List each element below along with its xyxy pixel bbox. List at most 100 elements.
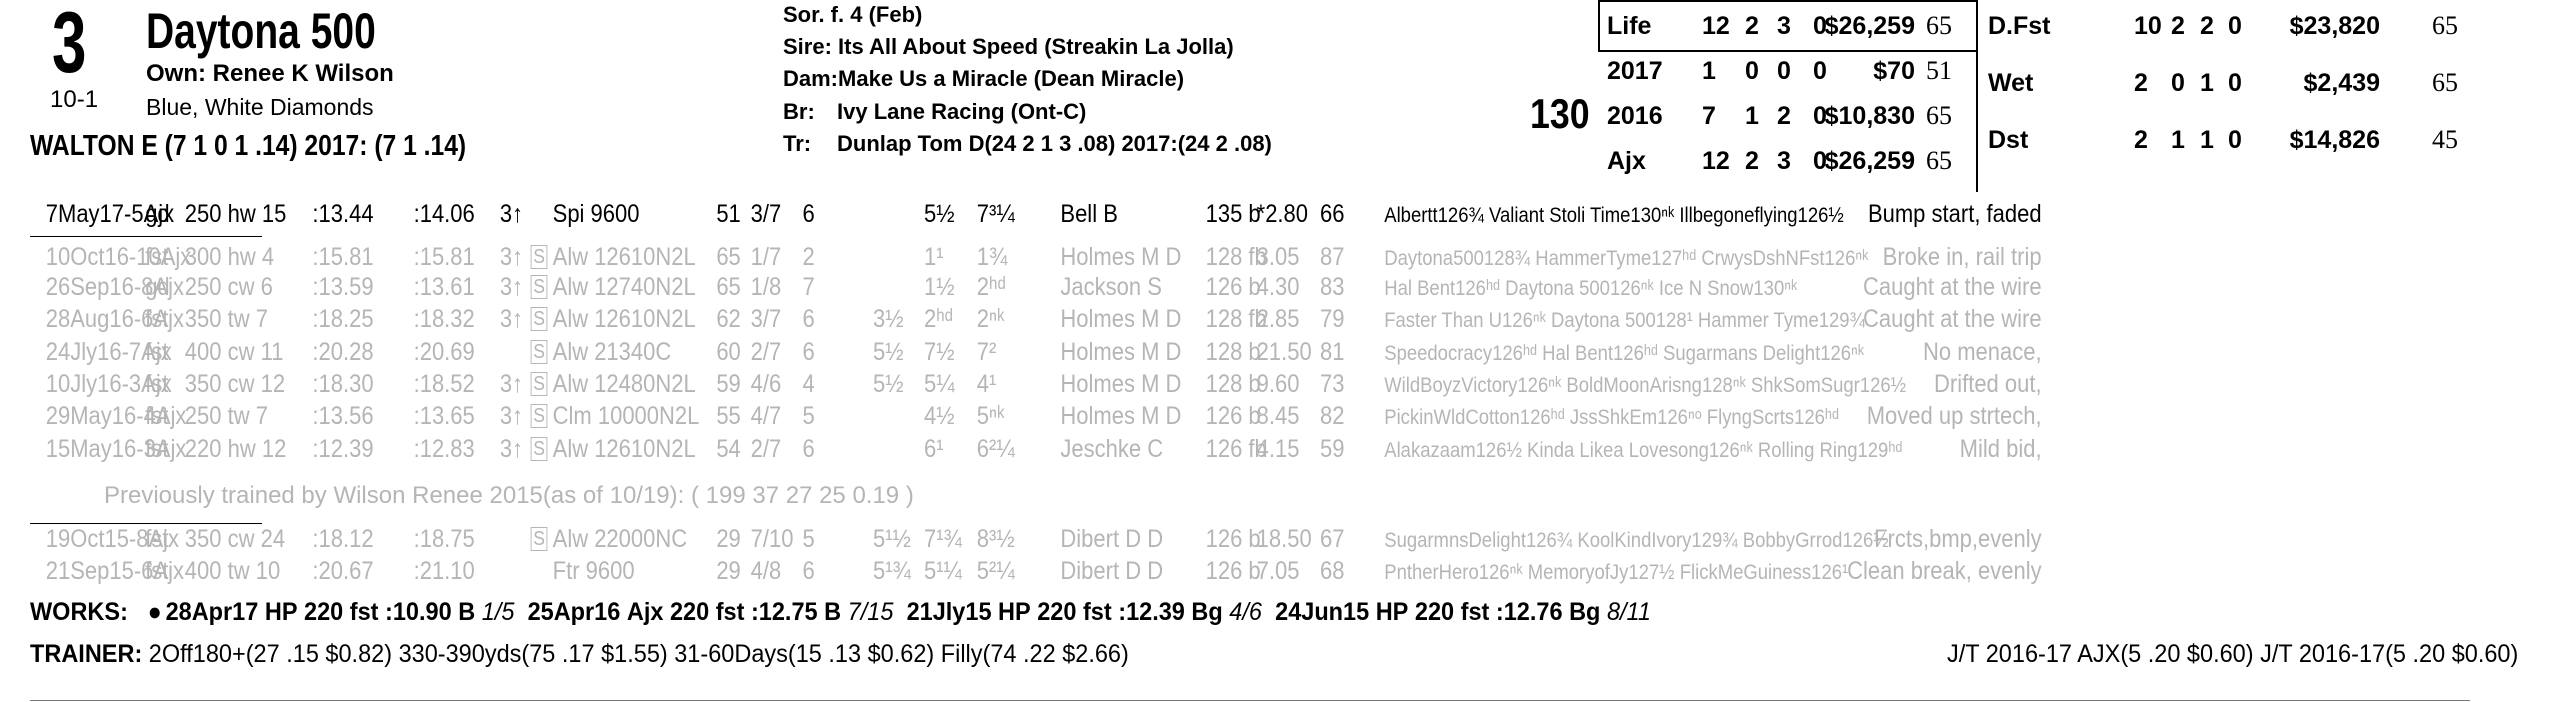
split-time: :20.67 bbox=[312, 557, 374, 585]
prime-power: 130 bbox=[1530, 90, 1590, 137]
race-date: 28Aug16-6Ajx bbox=[45, 305, 184, 333]
call-2: 1½ bbox=[924, 273, 955, 301]
post-field: 4/8 bbox=[750, 557, 782, 585]
race-type: Alw 22000NC bbox=[552, 525, 688, 553]
breeder-label: Br: bbox=[783, 99, 815, 124]
weight: 126 b bbox=[1205, 557, 1261, 585]
work-date: 25Apr16 bbox=[527, 598, 621, 626]
speed-rating: 59 bbox=[1320, 435, 1345, 463]
race-date: 21Sep15-6Ajx bbox=[45, 557, 184, 585]
state-bred-badge: S bbox=[530, 372, 548, 396]
final-time: :20.69 bbox=[413, 338, 475, 366]
track-condition: fst bbox=[145, 243, 169, 271]
work-track: HP bbox=[1375, 598, 1409, 626]
race-jockey: Holmes M D bbox=[1060, 243, 1182, 271]
race-jockey: Holmes M D bbox=[1060, 305, 1182, 333]
age-restriction: 3↑ bbox=[499, 435, 524, 463]
speed-rating: 73 bbox=[1320, 370, 1345, 398]
state-bred-badge: S bbox=[530, 307, 548, 331]
speed-rating: 67 bbox=[1320, 525, 1345, 553]
call-1: 5¹½ bbox=[872, 525, 911, 553]
trainer-stats: TRAINER: 2Off180+(27 .15 $0.82) 330-390y… bbox=[30, 640, 1129, 669]
weight: 126 b bbox=[1205, 402, 1261, 430]
record-label: 2016 bbox=[1607, 102, 1663, 130]
morning-line-odds: 10-1 bbox=[50, 86, 99, 113]
record-s: 0 bbox=[1813, 102, 1827, 130]
record-w: 2 bbox=[1745, 147, 1759, 175]
split-time: :18.12 bbox=[312, 525, 374, 553]
work-distance: 220 fst bbox=[1037, 598, 1112, 626]
record-starts: 7 bbox=[1702, 102, 1716, 130]
race-odds: 21.50 bbox=[1256, 338, 1312, 366]
start-call: 5 bbox=[802, 402, 815, 430]
finish: 5²¼ bbox=[976, 557, 1015, 585]
distance: 350 cw 24 bbox=[184, 525, 286, 553]
speed-rating: 68 bbox=[1320, 557, 1345, 585]
post-field: 3/7 bbox=[750, 200, 782, 228]
speed-fig: 60 bbox=[716, 338, 741, 366]
race-date: 15May16-3Ajx bbox=[45, 435, 187, 463]
speed-fig: 29 bbox=[716, 525, 741, 553]
track-condition: gd bbox=[145, 200, 170, 228]
speed-fig: 54 bbox=[716, 435, 741, 463]
race-jockey: Dibert D D bbox=[1060, 557, 1164, 585]
call-2: 6¹ bbox=[924, 435, 944, 463]
record-fig: 65 bbox=[1926, 11, 1952, 40]
record-fig: 65 bbox=[1926, 146, 1952, 175]
weight: 126 fb bbox=[1205, 435, 1267, 463]
record-earnings: $14,826 bbox=[2289, 126, 2380, 154]
race-jockey: Holmes M D bbox=[1060, 402, 1182, 430]
start-call: 6 bbox=[802, 435, 815, 463]
record-earnings: $2,439 bbox=[2303, 69, 2380, 97]
track-condition: fst bbox=[145, 402, 169, 430]
race-odds: 4.30 bbox=[1256, 273, 1300, 301]
race-odds: 7.05 bbox=[1256, 557, 1300, 585]
race-date: 10Jly16-3Ajx bbox=[45, 370, 172, 398]
silks: Blue, White Diamonds bbox=[146, 94, 374, 120]
age-restriction: 3↑ bbox=[499, 305, 524, 333]
speed-rating: 66 bbox=[1320, 200, 1345, 228]
race-jockey: Dibert D D bbox=[1060, 525, 1164, 553]
bottom-rule bbox=[30, 700, 2470, 701]
state-bred-badge: S bbox=[530, 245, 548, 269]
split-time: :18.25 bbox=[312, 305, 374, 333]
race-type: Alw 21340C bbox=[552, 338, 672, 366]
race-odds: 8.45 bbox=[1256, 402, 1300, 430]
finish: 7³¼ bbox=[976, 200, 1015, 228]
call-1: 3½ bbox=[872, 305, 904, 333]
work-grade: B bbox=[824, 598, 842, 626]
distance: 350 cw 12 bbox=[184, 370, 286, 398]
race-comment: Frcts,bmp,evenly bbox=[1874, 525, 2042, 553]
race-type: Clm 10000N2L bbox=[552, 402, 700, 430]
record-w: 0 bbox=[1745, 57, 1759, 85]
speed-fig: 65 bbox=[716, 273, 741, 301]
track-condition: fst bbox=[145, 435, 169, 463]
sire-label: Sire: bbox=[783, 34, 832, 59]
distance: 400 tw 10 bbox=[184, 557, 281, 585]
record-label: Life bbox=[1607, 12, 1652, 40]
race-type: Alw 12610N2L bbox=[552, 435, 696, 463]
distance: 220 hw 12 bbox=[184, 435, 287, 463]
post-field: 3/7 bbox=[750, 305, 782, 333]
call-2: 2ʰᵈ bbox=[924, 305, 953, 333]
record-earnings: $26,259 bbox=[1824, 147, 1915, 175]
record-starts: 2 bbox=[2134, 69, 2148, 97]
call-2: 5¼ bbox=[924, 370, 955, 398]
race-type: Alw 12610N2L bbox=[552, 305, 696, 333]
record-earnings: $10,830 bbox=[1824, 102, 1915, 130]
record-w: 1 bbox=[2171, 126, 2185, 154]
trainer-stats-text: 2Off180+(27 .15 $0.82) 330-390yds(75 .17… bbox=[148, 640, 1129, 668]
record-fig: 45 bbox=[2432, 125, 2458, 154]
work-rank: 1/5 bbox=[481, 598, 515, 626]
age-restriction: 3↑ bbox=[499, 243, 524, 271]
call-2: 1¹ bbox=[924, 243, 944, 271]
record-s: 0 bbox=[2228, 69, 2242, 97]
state-bred-badge: S bbox=[530, 340, 548, 364]
record-s: 0 bbox=[2228, 12, 2242, 40]
record-label: Wet bbox=[1988, 69, 2034, 97]
state-bred-badge: S bbox=[530, 275, 548, 299]
speed-rating: 82 bbox=[1320, 402, 1345, 430]
race-comment: Broke in, rail trip bbox=[1882, 243, 2042, 271]
jockey-trainer-stats: J/T 2016-17 AJX(5 .20 $0.60) J/T 2016-17… bbox=[1947, 640, 2519, 668]
work-entry: ● 28Apr17 HP 220 fst :10.90 B 1/5 bbox=[148, 598, 515, 626]
